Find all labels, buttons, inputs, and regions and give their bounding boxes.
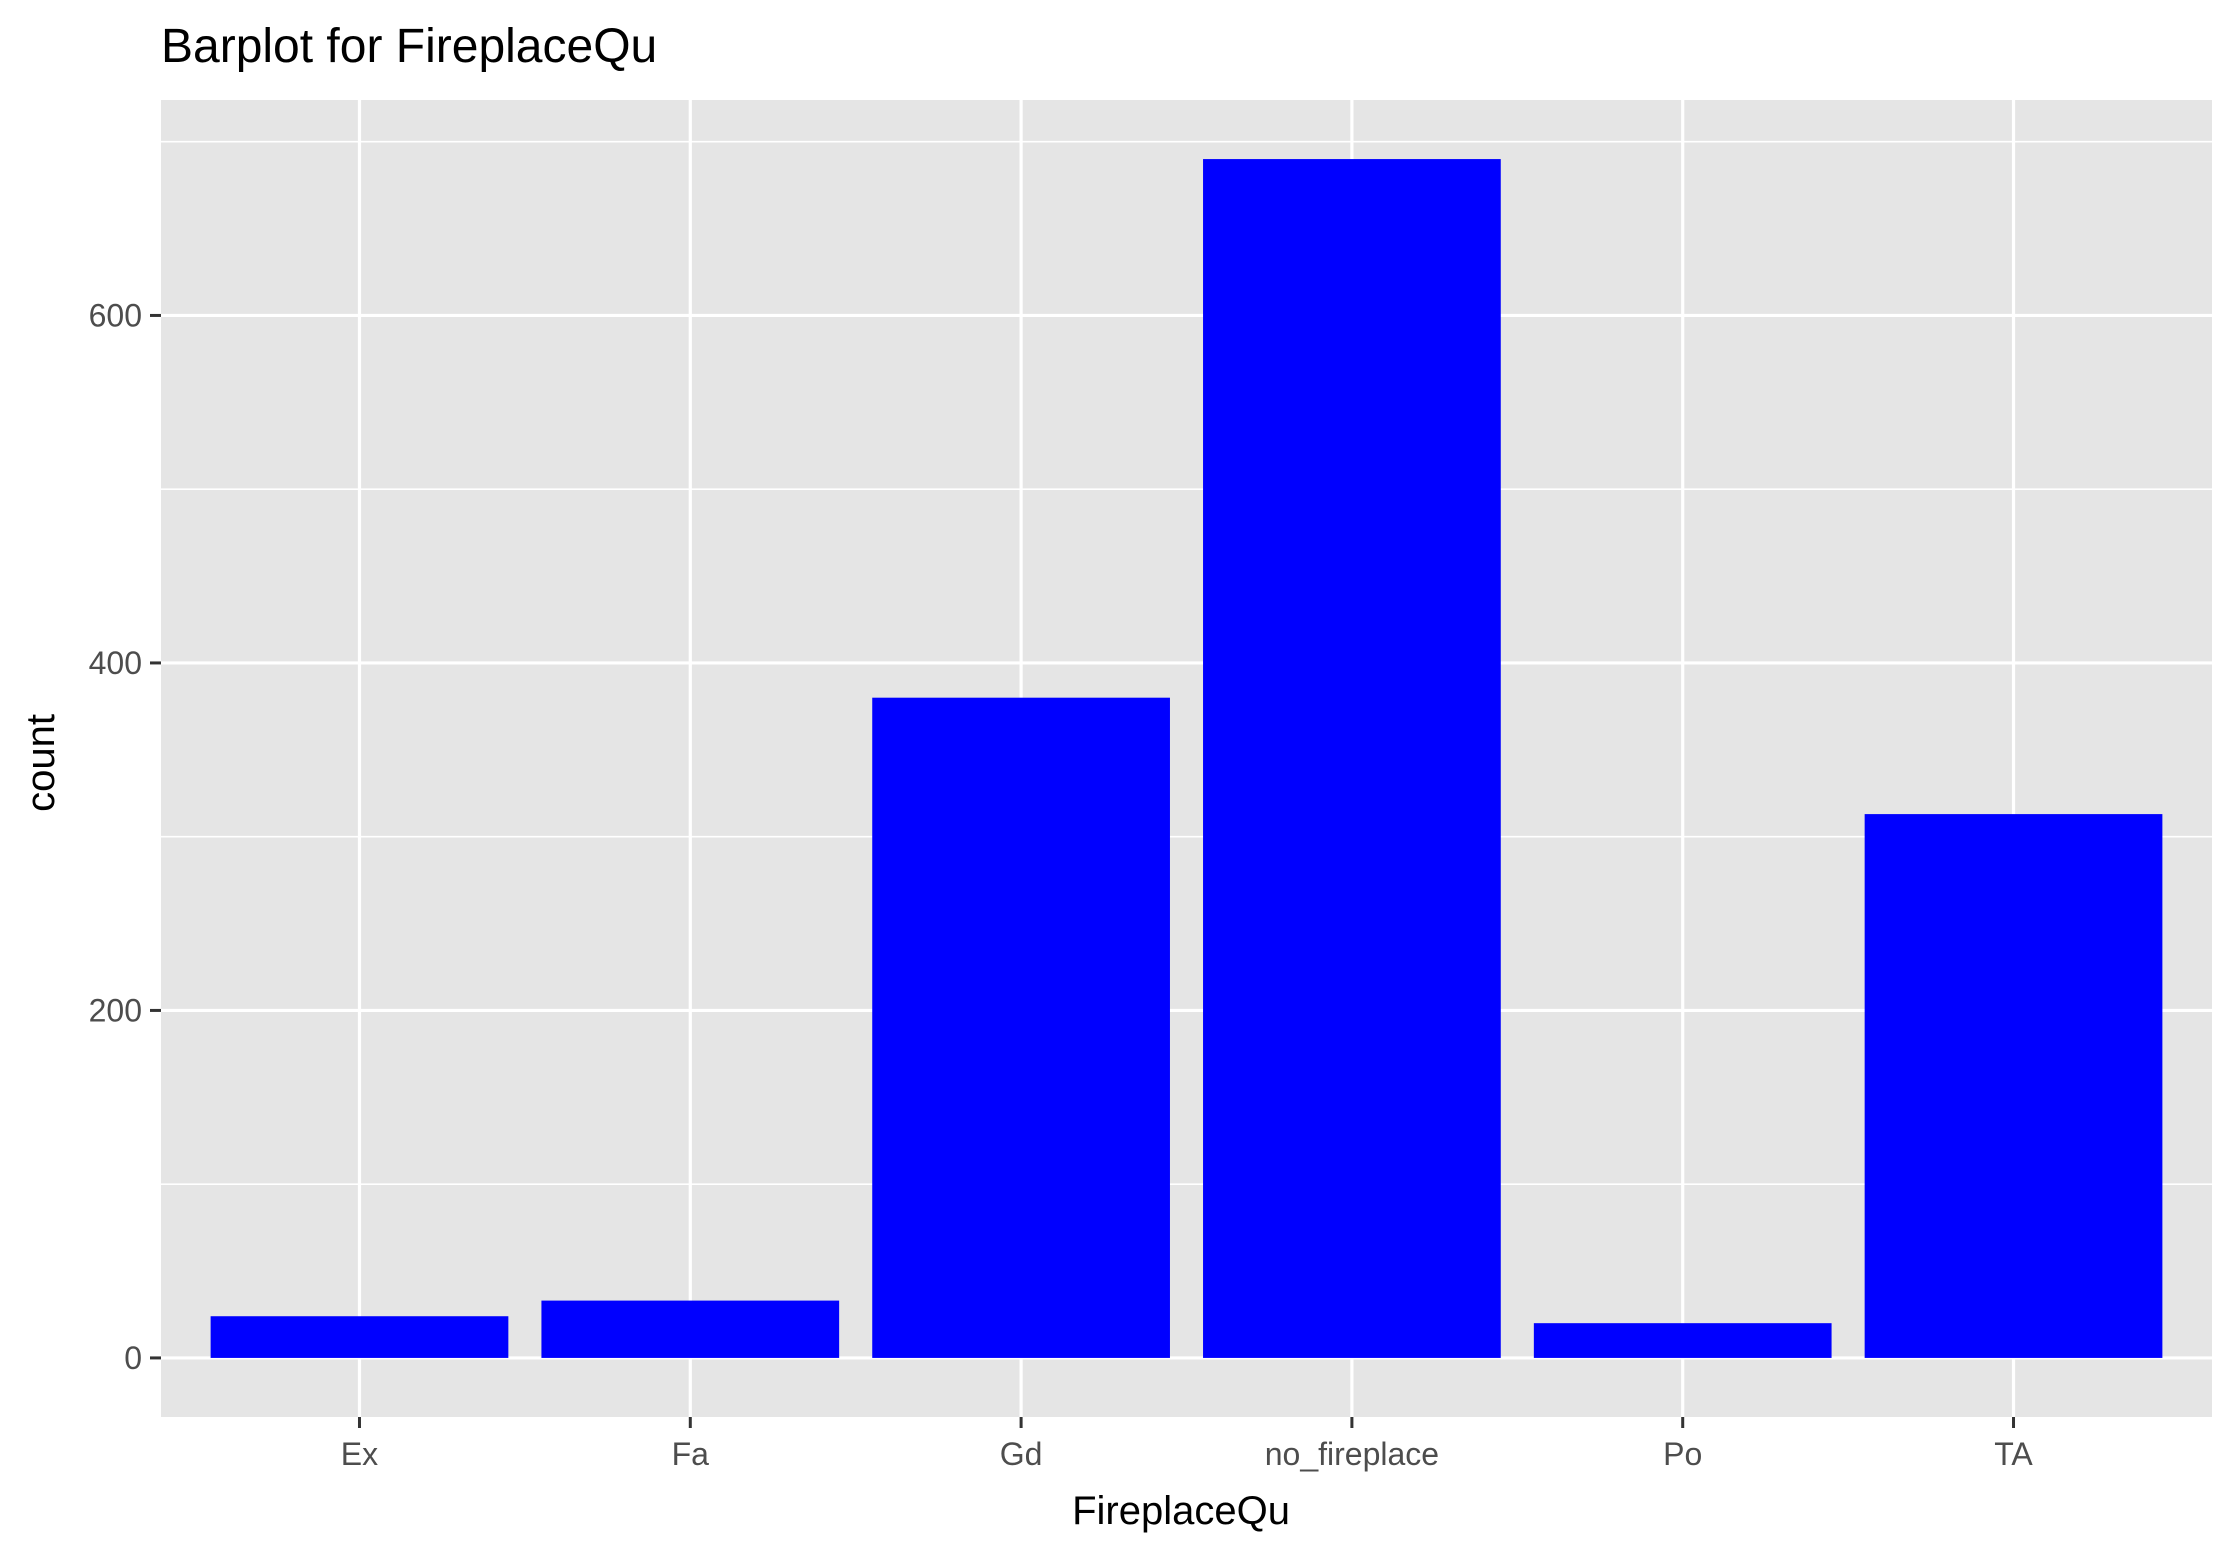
x-tick-label: Gd — [1000, 1436, 1043, 1472]
x-axis: Ex Fa Gd no_fireplace Po TA — [341, 1417, 2033, 1472]
y-axis-title: count — [19, 714, 63, 812]
chart-title: Barplot for FireplaceQu — [161, 20, 657, 73]
y-axis: 0 200 400 600 — [89, 297, 161, 1376]
bar-fa — [541, 1300, 840, 1358]
y-tick-label: 200 — [89, 992, 142, 1028]
x-tick-label: no_fireplace — [1265, 1436, 1439, 1472]
bar-no-fireplace — [1203, 159, 1501, 1358]
y-tick-label: 600 — [89, 297, 142, 333]
x-tick-label: TA — [1994, 1436, 2033, 1472]
x-axis-title: FireplaceQu — [1072, 1489, 1290, 1533]
bar-gd — [872, 697, 1170, 1358]
bars — [210, 159, 2163, 1358]
x-tick-label: Po — [1663, 1436, 1702, 1472]
y-tick-label: 400 — [89, 645, 142, 681]
y-tick-label: 0 — [124, 1340, 142, 1376]
plot-panel — [161, 100, 2212, 1417]
bar-ex — [210, 1316, 509, 1358]
x-tick-label: Ex — [341, 1436, 378, 1472]
bar-po — [1533, 1323, 1832, 1358]
bar-ta — [1864, 814, 2163, 1358]
x-tick-label: Fa — [672, 1436, 710, 1472]
